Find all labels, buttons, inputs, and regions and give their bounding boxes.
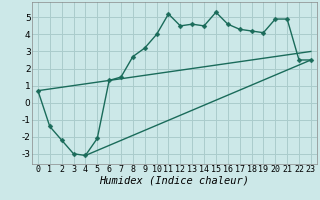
X-axis label: Humidex (Indice chaleur): Humidex (Indice chaleur) xyxy=(100,176,249,186)
